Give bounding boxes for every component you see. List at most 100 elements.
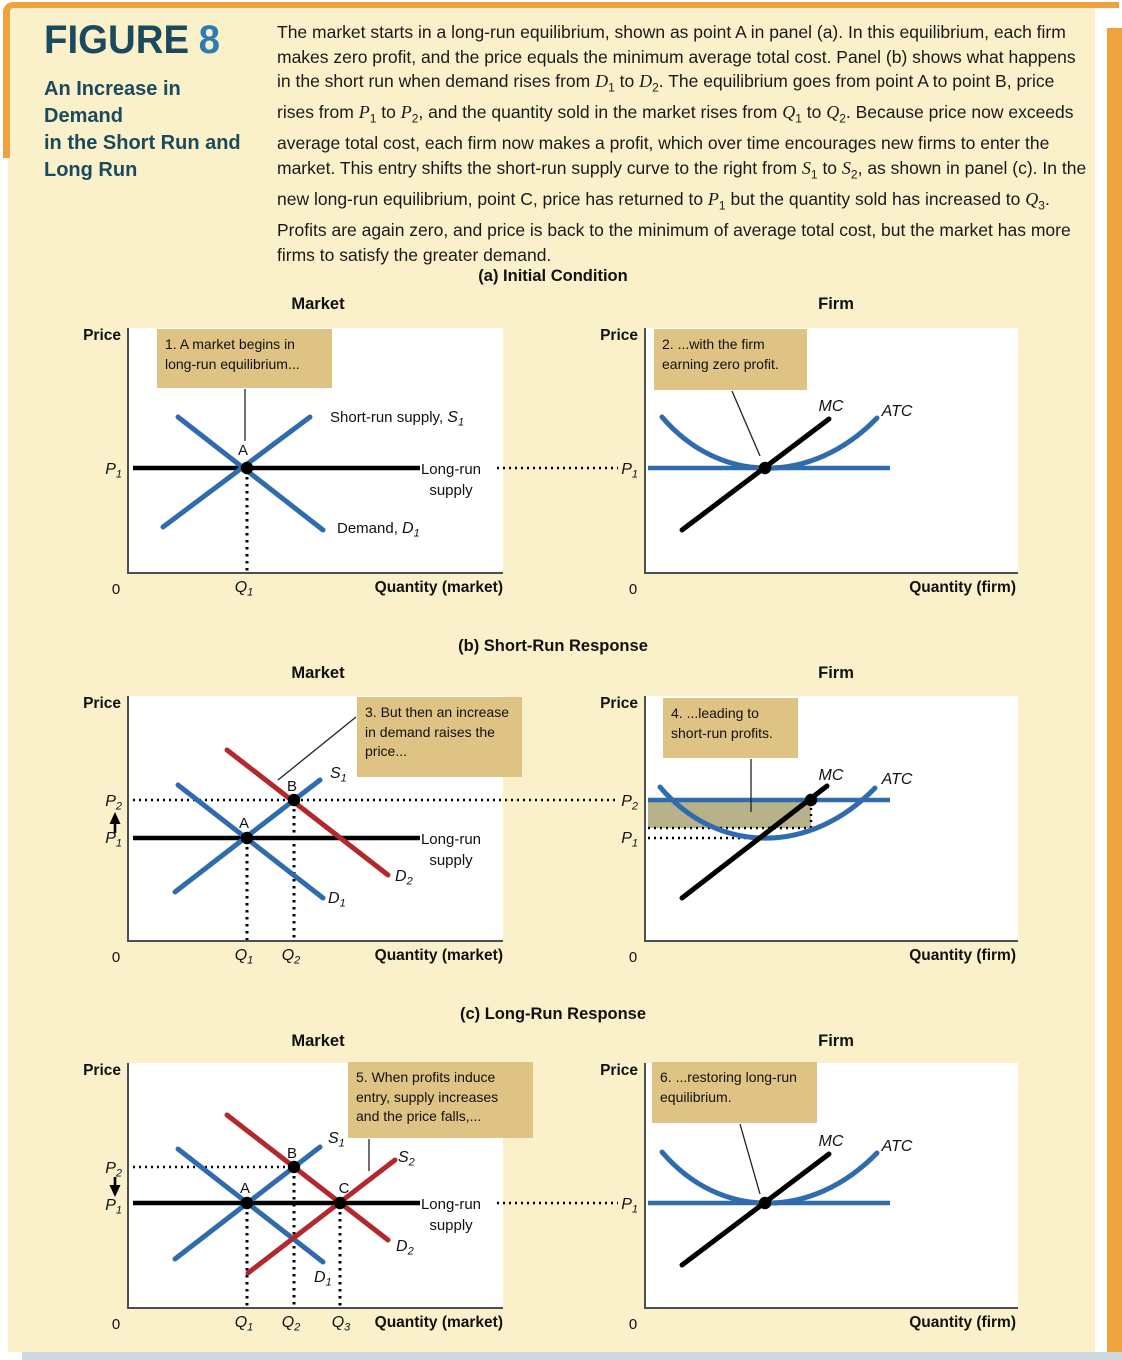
market-quantity-axis-label: Quantity (market) (375, 1314, 503, 1331)
figure-frame-bottom-rule (22, 1352, 1122, 1360)
panel-c-firm-title: Firm (818, 1032, 854, 1050)
panel-b-heading: (b) Short-Run Response (458, 637, 648, 655)
market-price-axis-label: Price (83, 327, 121, 344)
point-c-label: C (339, 1180, 350, 1197)
d1-label: D1 (314, 1269, 332, 1289)
profit-region (648, 802, 811, 828)
firm-p1-label: P1 (621, 1196, 638, 1216)
long-run-supply-label-line1: Long-run (421, 461, 481, 478)
callout-1-market-begins: 1. A market begins in long-run equilibri… (157, 329, 332, 388)
q2-label: Q2 (282, 947, 301, 967)
callout-6-restoring-equilibrium: 6. ...restoring long-run equilibrium. (652, 1062, 817, 1123)
point-b-dot (287, 1160, 301, 1174)
market-quantity-axis-label: Quantity (market) (375, 579, 503, 596)
market-axes (127, 696, 503, 942)
firm-axes (644, 696, 1018, 942)
panel-a-canvas: (a) Initial Condition Market Firm Price … (83, 267, 1018, 599)
panel-c-heading: (c) Long-Run Response (460, 1005, 646, 1023)
point-c-dot (333, 1196, 347, 1210)
panel-c-canvas: (c) Long-Run Response Market Firm Price … (83, 1005, 1018, 1334)
market-quantity-axis-label: Quantity (market) (375, 947, 503, 964)
q1-label: Q1 (235, 579, 254, 599)
d2-label: D2 (395, 868, 413, 888)
figure-title-line: in the Short Run and (44, 132, 241, 154)
firm-origin-label: 0 (629, 949, 637, 966)
short-run-supply-label: Short-run supply, S1 (330, 409, 464, 429)
firm-p1-label: P1 (621, 830, 638, 850)
callout-3-leader-line (277, 716, 357, 781)
figure-title: An Increase in Demand in the Short Run a… (44, 76, 259, 184)
firm-quantity-axis-label: Quantity (firm) (909, 579, 1016, 596)
s2-label: S2 (398, 1149, 415, 1169)
atc-curve (657, 784, 878, 841)
market-p1-label: P1 (105, 1197, 122, 1217)
short-run-supply-s2-curve (245, 1157, 398, 1276)
q1-label: Q1 (235, 947, 254, 967)
firm-price-axis-label: Price (600, 1062, 638, 1079)
point-b-label: B (287, 1145, 297, 1162)
panel-c-market-title: Market (291, 1032, 345, 1050)
callout-6-leader-line (739, 1123, 761, 1195)
market-origin-label: 0 (112, 1316, 120, 1333)
firm-p1-label: P1 (621, 461, 638, 481)
mc-curve (679, 416, 832, 533)
panel-b-canvas: (b) Short-Run Response Market Firm Price… (83, 637, 1018, 967)
demand-d2-curve (224, 747, 391, 878)
panel-b-firm-title: Firm (818, 664, 854, 682)
long-run-supply-label-line1: Long-run (421, 831, 481, 848)
firm-quantity-axis-label: Quantity (firm) (909, 1314, 1016, 1331)
demand-d2-curve (224, 1112, 391, 1243)
market-p1-label: P1 (105, 461, 122, 481)
long-run-supply-label-line2: supply (429, 1217, 473, 1234)
zero-profit-point-dot (758, 1196, 772, 1210)
long-run-supply-label-line1: Long-run (421, 1196, 481, 1213)
callout-2-leader-line (731, 390, 761, 457)
panel-a-heading: (a) Initial Condition (478, 267, 627, 285)
point-b-label: B (287, 778, 297, 795)
d1-label: D1 (328, 890, 346, 910)
firm-axes (644, 328, 1018, 574)
zero-profit-point-dot (758, 461, 772, 475)
s1-label: S1 (328, 1130, 345, 1150)
profit-max-point-dot (804, 793, 818, 807)
d2-label: D2 (396, 1238, 414, 1258)
short-run-supply-s1-curve (160, 414, 313, 530)
point-b-dot (287, 793, 301, 807)
firm-p2-label: P2 (621, 793, 638, 813)
market-price-axis-label: Price (83, 1062, 121, 1079)
firm-axes (644, 1063, 1018, 1309)
market-origin-label: 0 (112, 581, 120, 598)
q1-label: Q1 (235, 1314, 254, 1334)
q2-label: Q2 (282, 1314, 301, 1334)
market-origin-label: 0 (112, 949, 120, 966)
market-axes (127, 1063, 503, 1309)
mc-curve (679, 783, 830, 901)
market-p1-label: P1 (105, 830, 122, 850)
market-p2-label: P2 (105, 1160, 122, 1180)
figure-number: 8 (198, 18, 221, 62)
atc-label: ATC (881, 1138, 913, 1155)
market-p2-label: P2 (105, 793, 122, 813)
long-run-supply-label-line2: supply (429, 482, 473, 499)
point-a-label: A (240, 1180, 250, 1197)
mc-label: MC (819, 767, 844, 784)
market-axes (127, 328, 503, 574)
figure-title-line: Long Run (44, 159, 138, 181)
callout-3-demand-raises-price: 3. But then an increase in demand raises… (357, 697, 522, 777)
figure-word: FIGURE (44, 18, 190, 62)
firm-origin-label: 0 (629, 581, 637, 598)
figure-label: FIGURE 8 (44, 18, 220, 63)
figure-title-line: An Increase in Demand (44, 78, 181, 127)
figure-caption-text: The market starts in a long-run equilibr… (277, 22, 1087, 265)
price-rise-arrowhead-icon (109, 812, 121, 824)
price-fall-arrowhead-icon (109, 1185, 121, 1197)
callout-2-zero-profit: 2. ...with the firm earning zero profit. (654, 329, 807, 390)
mc-label: MC (819, 398, 844, 415)
point-a-dot (240, 831, 254, 845)
demand-d1-curve (175, 414, 326, 533)
mc-label: MC (819, 1133, 844, 1150)
callout-5-entry-supply-increases: 5. When profits induce entry, supply inc… (348, 1062, 533, 1138)
point-a-dot (240, 461, 254, 475)
atc-label: ATC (881, 403, 913, 420)
